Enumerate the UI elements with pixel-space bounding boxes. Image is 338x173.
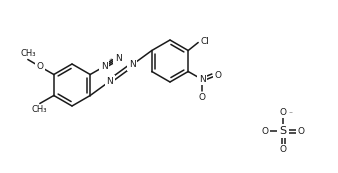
Text: N: N <box>199 75 206 84</box>
Text: O: O <box>262 126 269 135</box>
Text: S: S <box>280 126 287 136</box>
Text: O: O <box>280 145 287 154</box>
Text: CH₃: CH₃ <box>31 104 47 113</box>
Text: O: O <box>199 93 206 102</box>
Text: O: O <box>280 108 287 117</box>
Text: ⁻: ⁻ <box>288 110 292 119</box>
Text: N: N <box>129 60 136 69</box>
Text: O: O <box>36 62 43 71</box>
Text: O: O <box>297 126 304 135</box>
Text: Cl: Cl <box>200 37 209 46</box>
Text: N: N <box>115 54 122 63</box>
Text: N: N <box>101 62 107 71</box>
Text: ⁺: ⁺ <box>108 57 112 66</box>
Text: O: O <box>214 71 221 80</box>
Text: N: N <box>106 77 113 86</box>
Text: CH₃: CH₃ <box>20 49 35 58</box>
